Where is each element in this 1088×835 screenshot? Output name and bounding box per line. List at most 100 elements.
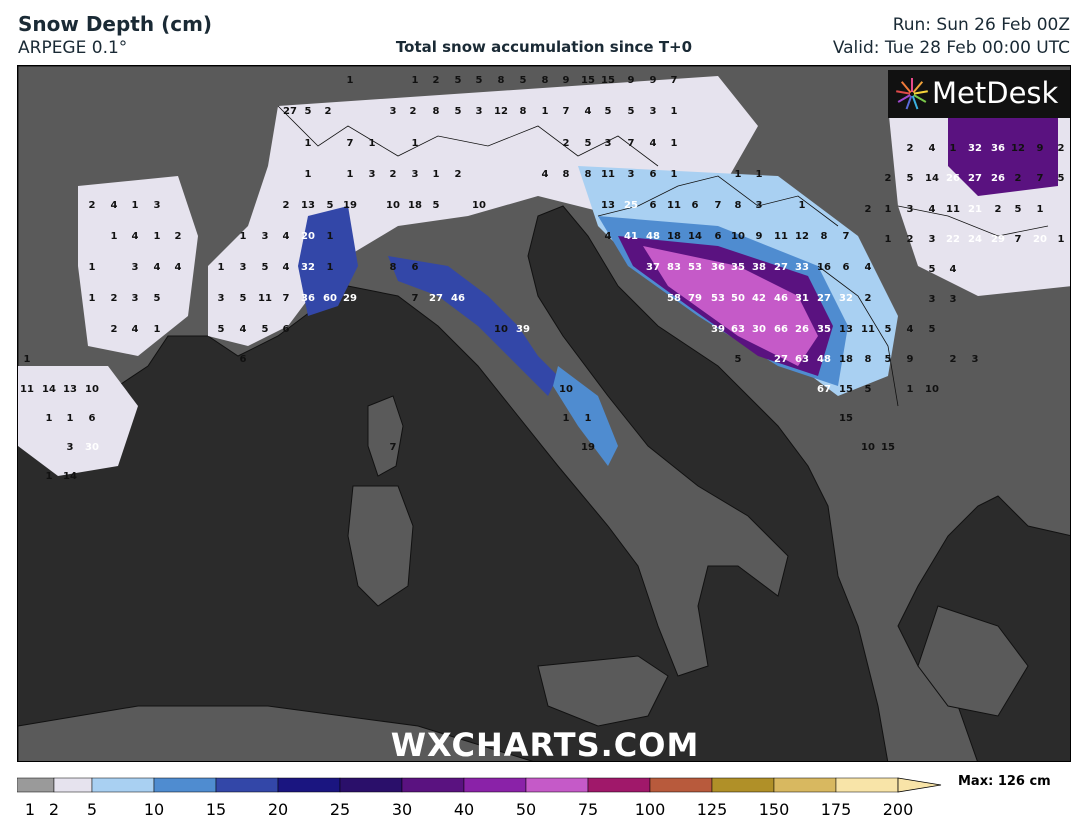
snow-depth-value: 2: [283, 200, 290, 211]
snow-depth-value: 2: [390, 169, 397, 180]
snow-depth-value: 3: [929, 294, 936, 305]
snow-depth-value: 20: [301, 231, 315, 242]
snow-depth-value: 11: [601, 169, 615, 180]
snow-depth-value: 10: [472, 200, 486, 211]
snow-depth-value: 5: [907, 173, 914, 184]
legend-tick-label: 150: [758, 800, 790, 819]
snow-depth-value: 1: [542, 106, 549, 117]
snow-depth-value: 5: [433, 200, 440, 211]
snow-depth-value: 27: [283, 106, 297, 117]
legend-tick-label: 200: [882, 800, 914, 819]
snow-depth-value: 33: [795, 262, 809, 273]
snow-depth-value: 1: [24, 354, 31, 365]
snow-depth-value: 5: [585, 138, 592, 149]
snow-depth-value: 14: [688, 231, 702, 242]
snow-depth-value: 7: [563, 106, 570, 117]
snow-depth-value: 15: [839, 413, 853, 424]
snow-depth-value: 1: [756, 169, 763, 180]
snow-depth-value: 7: [671, 75, 678, 86]
snow-depth-value: 2: [995, 204, 1002, 215]
snow-depth-value: 7: [715, 200, 722, 211]
legend-overflow-arrow: [897, 777, 942, 793]
snow-depth-value: 15: [839, 384, 853, 395]
snow-depth-value: 27: [774, 354, 788, 365]
borders: [277, 105, 1049, 407]
snow-depth-value: 2: [907, 143, 914, 154]
snow-depth-value: 1: [950, 143, 957, 154]
snow-depth-value: 35: [731, 262, 745, 273]
snow-depth-value: 11: [667, 200, 681, 211]
snow-depth-value: 2: [455, 169, 462, 180]
valid-time: Valid: Tue 28 Feb 00:00 UTC: [832, 38, 1070, 58]
snow-depth-value: 1: [1037, 204, 1044, 215]
snow-depth-value: 27: [968, 173, 982, 184]
snow-depth-value: 7: [347, 138, 354, 149]
snow-depth-value: 9: [907, 354, 914, 365]
snow-depth-value: 1: [735, 169, 742, 180]
snow-depth-value: 53: [688, 262, 702, 273]
snow-depth-value: 32: [301, 262, 315, 273]
north-africa: [18, 705, 534, 761]
snow-depth-value: 1: [1058, 234, 1065, 245]
snow-depth-value: 1: [671, 169, 678, 180]
snow-depth-map[interactable]: 1 1 2 5 5 8 5 8 9 15 15 9 9 7 27 5 2 3 2 8 5 3 12 8 1 7 4 5 5 3 1 1 7 1 1 2…: [17, 65, 1071, 762]
legend-swatch: [835, 777, 899, 793]
snow-depth-value: 3: [132, 293, 139, 304]
snow-depth-value: 3: [756, 200, 763, 211]
snow-depth-value: 5: [885, 324, 892, 335]
snow-depth-value: 2: [111, 293, 118, 304]
legend-swatch: [587, 777, 651, 793]
snow-depth-value: 6: [692, 200, 699, 211]
legend-swatch: [215, 777, 279, 793]
snow-depth-value: 27: [774, 262, 788, 273]
snow-depth-value: 15: [881, 442, 895, 453]
run-time: Run: Sun 26 Feb 00Z: [892, 15, 1070, 35]
snow-depth-value: 36: [711, 262, 725, 273]
legend-swatch: [525, 777, 589, 793]
legend-tick-label: 125: [696, 800, 728, 819]
snow-depth-value: 10: [494, 324, 508, 335]
snow-depth-value: 2: [885, 173, 892, 184]
snow-depth-value: 1: [89, 262, 96, 273]
snow-depth-value: 4: [283, 262, 290, 273]
snow-depth-value: 13: [839, 324, 853, 335]
snow-depth-value: 5: [240, 293, 247, 304]
snow-depth-value: 7: [283, 293, 290, 304]
snow-depth-value: 30: [752, 324, 766, 335]
snow-depth-value: 2: [89, 200, 96, 211]
snow-depth-value: 5: [154, 293, 161, 304]
snow-depth-value: 5: [735, 354, 742, 365]
snow-depth-labels: 1 1 2 5 5 8 5 8 9 15 15 9 9 727 5 2 3 2 8 5 3 12 8 1 7 4 5 5 3 11 7 1 1 2…: [20, 75, 1064, 482]
legend-tick-label: 75: [577, 800, 599, 819]
snow-depth-value: 29: [343, 293, 357, 304]
watermark: WXCHARTS.COM: [390, 726, 700, 762]
snow-depth-value: 1: [907, 384, 914, 395]
snow-depth-value: 3: [390, 106, 397, 117]
snow-depth-value: 39: [516, 324, 530, 335]
snow-depth-value: 5: [218, 324, 225, 335]
snow-depth-value: 63: [731, 324, 745, 335]
snow-depth-value: 5: [1058, 173, 1065, 184]
snow-depth-value: 12: [1011, 143, 1025, 154]
snow-depth-value: 1: [67, 413, 74, 424]
legend-swatch: [17, 777, 55, 793]
snow-depth-value: 6: [412, 262, 419, 273]
snow-depth-value: 1: [89, 293, 96, 304]
snow-depth-value: 11: [946, 204, 960, 215]
snow-depth-value: 5: [1015, 204, 1022, 215]
snow-depth-value: 32: [839, 293, 853, 304]
snow-depth-value: 8: [585, 169, 592, 180]
snow-depth-value: 26: [946, 173, 960, 184]
snow-depth-value: 32: [968, 143, 982, 154]
snow-depth-value: 5: [262, 324, 269, 335]
snow-depth-value: 5: [605, 106, 612, 117]
snow-depth-value: 1: [369, 138, 376, 149]
snow-depth-value: 1: [799, 200, 806, 211]
legend-swatch: [53, 777, 93, 793]
snow-depth-value: 4: [111, 200, 118, 211]
snow-depth-value: 46: [774, 293, 788, 304]
snow-depth-value: 50: [731, 293, 745, 304]
snow-depth-value: 4: [865, 262, 872, 273]
snow-depth-value: 79: [688, 293, 702, 304]
snow-depth-value: 16: [817, 262, 831, 273]
